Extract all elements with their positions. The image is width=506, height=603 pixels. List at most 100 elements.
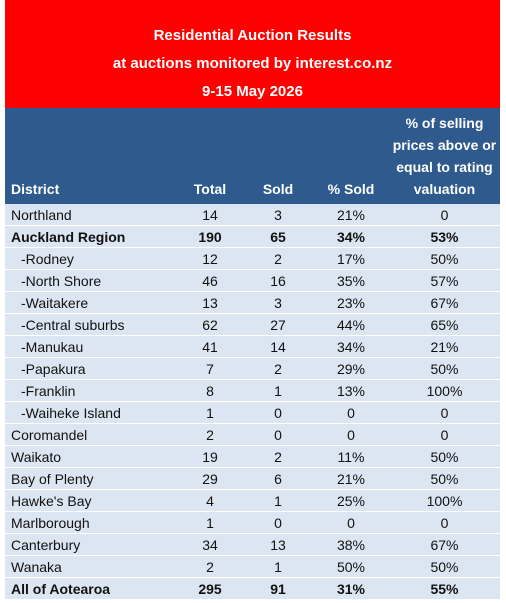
header-row: District Total Sold% Sold% of selling pric… bbox=[5, 108, 500, 204]
table-cell: 65% bbox=[389, 313, 500, 336]
table-cell: Waikato bbox=[5, 445, 177, 468]
table-cell: 13% bbox=[313, 379, 389, 402]
results-table: District Total Sold% Sold% of selling pric… bbox=[5, 108, 500, 600]
auction-results: Residential Auction Results at auctions … bbox=[5, 0, 500, 600]
column-header: Sold bbox=[243, 108, 313, 204]
table-cell: Bay of Plenty bbox=[5, 467, 177, 490]
table-cell: 2 bbox=[243, 247, 313, 270]
table-cell: 19 bbox=[177, 445, 243, 468]
table-cell: 6 bbox=[243, 467, 313, 490]
table-row: Northland 14 3 21% 0 bbox=[5, 204, 500, 226]
table-cell: 21% bbox=[313, 204, 389, 226]
table-cell: -Rodney bbox=[5, 247, 177, 270]
table-cell: 11% bbox=[313, 445, 389, 468]
table-cell: 35% bbox=[313, 269, 389, 292]
table-cell: -North Shore bbox=[5, 269, 177, 292]
table-cell: 50% bbox=[389, 467, 500, 490]
column-header: District bbox=[5, 108, 177, 204]
table-cell: 4 bbox=[177, 489, 243, 512]
table-cell: 67% bbox=[389, 291, 500, 314]
table-cell: Northland bbox=[5, 204, 177, 226]
table-cell: 65 bbox=[243, 225, 313, 248]
table-cell: 3 bbox=[243, 291, 313, 314]
table-cell: 57% bbox=[389, 269, 500, 292]
table-row: Auckland Region 190 65 34% 53% bbox=[5, 225, 500, 248]
table-cell: 34% bbox=[313, 335, 389, 358]
table-cell: 295 bbox=[177, 577, 243, 600]
table-cell: 50% bbox=[313, 555, 389, 578]
table-row: Waikato 19 2 11% 50% bbox=[5, 445, 500, 468]
table-cell: 53% bbox=[389, 225, 500, 248]
table-cell: 27 bbox=[243, 313, 313, 336]
table-cell: 0 bbox=[389, 204, 500, 226]
table-row: -Franklin 8 1 13% 100% bbox=[5, 379, 500, 402]
table-cell: 12 bbox=[177, 247, 243, 270]
table-cell: 0 bbox=[389, 423, 500, 446]
table-row: Canterbury 34 13 38% 67% bbox=[5, 533, 500, 556]
table-cell: 190 bbox=[177, 225, 243, 248]
table-cell: 31% bbox=[313, 577, 389, 600]
table-row: Hawke's Bay 4 1 25% 100% bbox=[5, 489, 500, 512]
table-cell: 13 bbox=[177, 291, 243, 314]
table-cell: 46 bbox=[177, 269, 243, 292]
table-cell: 100% bbox=[389, 379, 500, 402]
table-cell: 0 bbox=[313, 401, 389, 424]
table-cell: 0 bbox=[243, 401, 313, 424]
table-cell: All of Aotearoa bbox=[5, 577, 177, 600]
table-cell: 0 bbox=[389, 511, 500, 534]
table-cell: 3 bbox=[243, 204, 313, 226]
table-cell: 13 bbox=[243, 533, 313, 556]
table-cell: 29% bbox=[313, 357, 389, 380]
table-cell: 16 bbox=[243, 269, 313, 292]
title-line: Residential Auction Results bbox=[153, 27, 352, 44]
table-row: -North Shore 46 16 35% 57% bbox=[5, 269, 500, 292]
table-row: -Rodney 12 2 17% 50% bbox=[5, 247, 500, 270]
table-cell: 1 bbox=[243, 379, 313, 402]
table-cell: 50% bbox=[389, 247, 500, 270]
column-header: % of selling prices above or equal to ra… bbox=[389, 108, 500, 204]
table-cell: 14 bbox=[177, 204, 243, 226]
table-cell: 50% bbox=[389, 555, 500, 578]
column-header: % Sold bbox=[313, 108, 389, 204]
table-row: -Manukau 41 14 34% 21% bbox=[5, 335, 500, 358]
table-cell: 21% bbox=[313, 467, 389, 490]
table-row: -Waitakere 13 3 23% 67% bbox=[5, 291, 500, 314]
table-cell: 1 bbox=[243, 555, 313, 578]
table-cell: -Franklin bbox=[5, 379, 177, 402]
table-cell: -Central suburbs bbox=[5, 313, 177, 336]
table-cell: 44% bbox=[313, 313, 389, 336]
table-cell: 17% bbox=[313, 247, 389, 270]
table-cell: 41 bbox=[177, 335, 243, 358]
column-header: Total bbox=[177, 108, 243, 204]
table-cell: 50% bbox=[389, 357, 500, 380]
table-cell: 91 bbox=[243, 577, 313, 600]
table-cell: -Papakura bbox=[5, 357, 177, 380]
table-cell: 67% bbox=[389, 533, 500, 556]
table-cell: 62 bbox=[177, 313, 243, 336]
table-cell: 2 bbox=[243, 445, 313, 468]
table-row: -Central suburbs 62 27 44% 65% bbox=[5, 313, 500, 336]
table-cell: 21% bbox=[389, 335, 500, 358]
title-line: at auctions monitored by interest.co.nz bbox=[112, 55, 393, 72]
table-row: Bay of Plenty 29 6 21% 50% bbox=[5, 467, 500, 490]
table-cell: 25% bbox=[313, 489, 389, 512]
table-row: -Papakura 7 2 29% 50% bbox=[5, 357, 500, 380]
title-banner: Residential Auction Results at auctions … bbox=[5, 0, 500, 108]
table-row: Wanaka 2 1 50% 50% bbox=[5, 555, 500, 578]
table-cell: 2 bbox=[177, 555, 243, 578]
table-cell: 0 bbox=[313, 511, 389, 534]
table-cell: 34% bbox=[313, 225, 389, 248]
table-cell: 2 bbox=[243, 357, 313, 380]
table-cell: Auckland Region bbox=[5, 225, 177, 248]
table-cell: 8 bbox=[177, 379, 243, 402]
table-cell: Coromandel bbox=[5, 423, 177, 446]
table-cell: 0 bbox=[243, 423, 313, 446]
table-cell: Wanaka bbox=[5, 555, 177, 578]
table-row: All of Aotearoa 295 91 31% 55% bbox=[5, 577, 500, 600]
table-cell: 1 bbox=[177, 511, 243, 534]
table-cell: 55% bbox=[389, 577, 500, 600]
table-cell: Marlborough bbox=[5, 511, 177, 534]
table-cell: 100% bbox=[389, 489, 500, 512]
table-cell: 7 bbox=[177, 357, 243, 380]
table-cell: 29 bbox=[177, 467, 243, 490]
